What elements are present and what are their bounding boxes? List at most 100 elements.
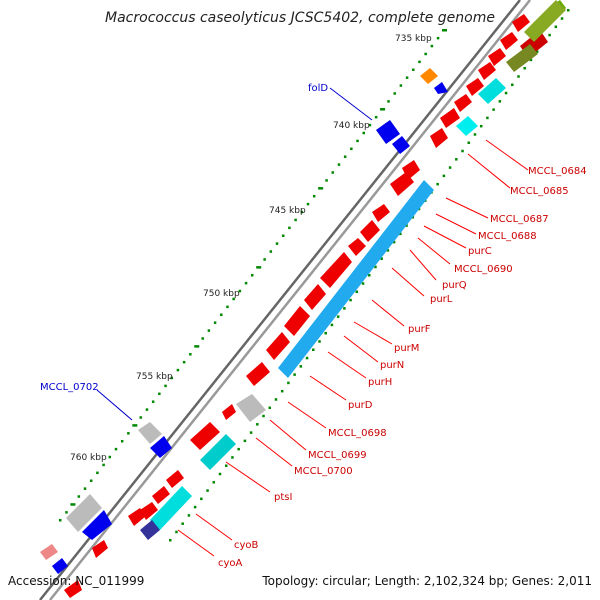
label-line xyxy=(467,153,511,189)
tick-mark xyxy=(473,133,477,136)
tick-mark xyxy=(337,163,341,166)
gene-label: MCCL_0687 xyxy=(490,214,549,225)
rna-feature[interactable] xyxy=(456,116,478,136)
tick-mark xyxy=(300,210,304,214)
gene-feature[interactable] xyxy=(82,510,112,540)
tick-mark xyxy=(89,479,93,482)
tick-mark xyxy=(237,447,240,451)
gene-feature[interactable] xyxy=(434,82,448,94)
tick-mark xyxy=(175,530,178,534)
gene-feature[interactable] xyxy=(138,422,162,444)
gene-feature[interactable] xyxy=(128,508,146,526)
gene-feature[interactable] xyxy=(320,252,352,288)
rna-feature[interactable] xyxy=(150,486,192,530)
map-title: Macrococcus caseolyticus JCSC5402, compl… xyxy=(105,10,495,26)
gene-feature[interactable] xyxy=(440,108,460,128)
tick-mark xyxy=(380,108,386,111)
tick-mark xyxy=(151,400,155,403)
tick-mark xyxy=(206,489,209,492)
tick-mark xyxy=(392,240,396,244)
tick-mark xyxy=(331,171,335,174)
tick-mark xyxy=(355,290,359,294)
tick-mark xyxy=(412,68,415,72)
gene-feature[interactable] xyxy=(454,94,472,112)
tick-mark xyxy=(269,250,273,253)
tick-mark xyxy=(249,431,253,434)
tick-mark xyxy=(200,497,203,501)
gene-feature[interactable] xyxy=(190,422,220,450)
tick-mark xyxy=(212,481,216,484)
gene-feature[interactable] xyxy=(376,120,400,144)
gene-label: MCCL_0688 xyxy=(478,231,537,242)
gene-feature[interactable] xyxy=(166,470,184,488)
tick-mark xyxy=(176,368,180,372)
gene-feature[interactable] xyxy=(360,220,380,242)
gene-feature[interactable] xyxy=(284,306,310,336)
tick-mark xyxy=(511,83,514,87)
tick-mark xyxy=(280,389,284,393)
rna-feature[interactable] xyxy=(278,180,434,378)
gene-feature[interactable] xyxy=(500,32,518,50)
gene-feature[interactable] xyxy=(512,14,530,32)
tick-mark xyxy=(324,331,327,335)
gene-feature[interactable] xyxy=(246,362,270,386)
label-line xyxy=(391,267,425,297)
tick-mark xyxy=(442,174,446,178)
gene-feature[interactable] xyxy=(150,436,172,458)
tick-mark xyxy=(330,323,334,327)
gene-feature[interactable] xyxy=(420,68,438,84)
gene-feature[interactable] xyxy=(152,486,170,504)
tick-mark xyxy=(226,305,229,309)
gene-feature[interactable] xyxy=(222,404,236,420)
tick-mark xyxy=(244,281,248,285)
tick-mark xyxy=(268,406,271,409)
label-line xyxy=(195,513,233,541)
gene-feature[interactable] xyxy=(52,558,68,574)
tick-mark xyxy=(182,360,186,364)
backbone-outer xyxy=(39,0,521,600)
gene-label: purF xyxy=(408,324,431,335)
tick-mark xyxy=(405,224,408,227)
tick-mark xyxy=(424,52,427,56)
gene-feature[interactable] xyxy=(66,494,102,532)
tick-mark xyxy=(374,115,378,119)
rna-feature[interactable] xyxy=(200,434,236,470)
gene-feature[interactable] xyxy=(40,544,58,560)
gene-feature[interactable] xyxy=(236,394,266,422)
accession-label: Accession: NC_011999 xyxy=(8,574,145,588)
gene-feature[interactable] xyxy=(430,128,448,148)
gene-feature[interactable] xyxy=(64,580,82,598)
gene-feature[interactable] xyxy=(524,0,566,42)
gene-feature[interactable] xyxy=(266,332,290,360)
gene-feature[interactable] xyxy=(304,284,326,310)
gene-feature[interactable] xyxy=(372,204,390,222)
gene-feature[interactable] xyxy=(506,44,538,72)
gene-feature[interactable] xyxy=(488,48,506,66)
tick-mark xyxy=(442,29,447,32)
tick-mark xyxy=(479,124,483,128)
gene-label: purC xyxy=(468,246,492,257)
gene-feature[interactable] xyxy=(140,520,160,540)
tick-mark xyxy=(325,179,328,182)
tick-mark xyxy=(102,463,105,467)
tick-mark xyxy=(139,416,143,419)
reverse-genes xyxy=(64,0,566,598)
gene-feature[interactable] xyxy=(92,540,108,558)
gene-feature[interactable] xyxy=(390,172,414,196)
tick-mark xyxy=(293,373,296,376)
tick-mark xyxy=(368,274,371,277)
tick-mark xyxy=(492,108,495,111)
tick-mark xyxy=(318,187,324,190)
tick-mark xyxy=(529,58,533,62)
gene-feature[interactable] xyxy=(466,78,484,96)
gene-feature[interactable] xyxy=(478,62,496,80)
label-line xyxy=(353,321,393,345)
tick-mark xyxy=(224,464,228,467)
tick-mark xyxy=(336,315,340,318)
gene-feature[interactable] xyxy=(348,238,366,256)
rna-feature[interactable] xyxy=(478,78,506,104)
gene-feature[interactable] xyxy=(392,136,410,154)
tick-mark xyxy=(486,116,489,120)
tick-mark xyxy=(455,158,458,161)
